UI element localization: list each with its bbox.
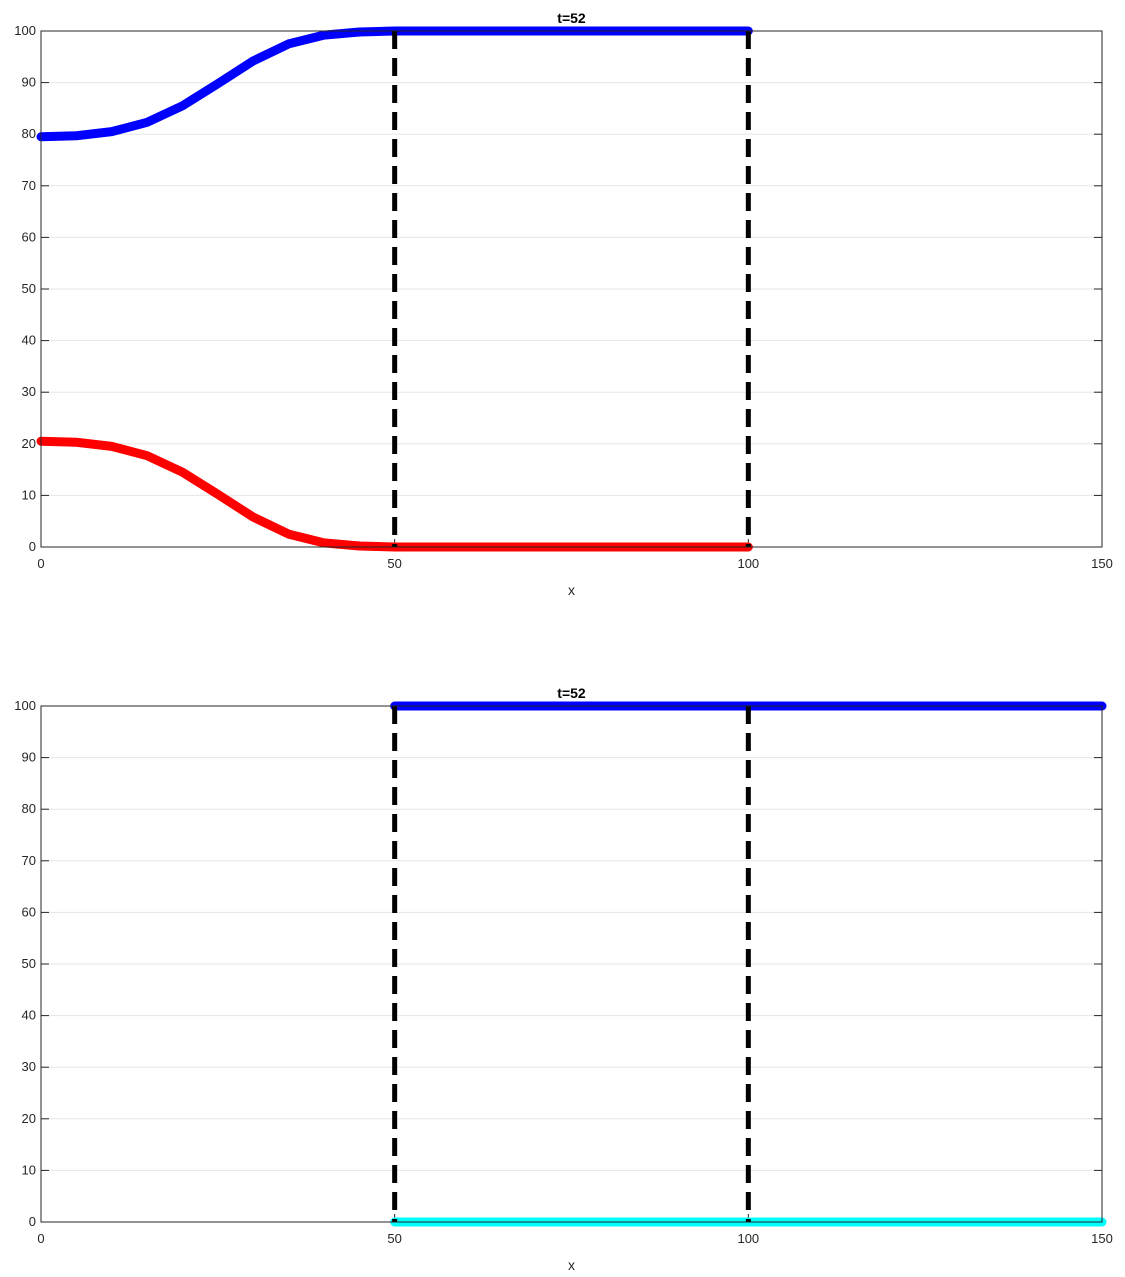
bottom-chart-panel: 0 10 20 30 40 50 60 70 80 90 100 0 50 100 150 t=52 x bbox=[14, 685, 1113, 1273]
y-tick-label: 10 bbox=[22, 1162, 36, 1177]
y-tick-label: 50 bbox=[22, 956, 36, 971]
y-tick-label: 70 bbox=[22, 178, 36, 193]
x-axis-label: x bbox=[568, 1257, 575, 1273]
y-tick-label: 60 bbox=[22, 229, 36, 244]
y-tick-label: 80 bbox=[22, 126, 36, 141]
chart-title: t=52 bbox=[557, 10, 586, 26]
y-tick-label: 60 bbox=[22, 904, 36, 919]
y-tick-label: 100 bbox=[14, 23, 36, 38]
axes-box bbox=[40, 30, 1103, 548]
y-tick-label: 20 bbox=[22, 436, 36, 451]
x-tick-label: 100 bbox=[737, 1231, 759, 1246]
y-tick-label: 90 bbox=[22, 750, 36, 765]
y-tick-label: 0 bbox=[29, 539, 36, 554]
y-tick-label: 80 bbox=[22, 801, 36, 816]
chart-title: t=52 bbox=[557, 685, 586, 701]
y-tick-label: 90 bbox=[22, 75, 36, 90]
y-tick-label: 30 bbox=[22, 1059, 36, 1074]
x-tick-label: 50 bbox=[387, 556, 401, 571]
y-tick-label: 70 bbox=[22, 853, 36, 868]
top-chart-panel: 0 10 20 30 40 50 60 70 80 90 100 0 50 100 150 t=52 x bbox=[14, 10, 1113, 598]
x-tick-label: 0 bbox=[37, 556, 44, 571]
x-tick-label: 0 bbox=[37, 1231, 44, 1246]
y-tick-label: 0 bbox=[29, 1214, 36, 1229]
y-tick-label: 10 bbox=[22, 487, 36, 502]
x-tick-label: 50 bbox=[387, 1231, 401, 1246]
y-tick-label: 30 bbox=[22, 384, 36, 399]
x-axis-label: x bbox=[568, 582, 575, 598]
y-tick-label: 50 bbox=[22, 281, 36, 296]
axes-box bbox=[40, 705, 1103, 1223]
y-tick-label: 100 bbox=[14, 698, 36, 713]
x-tick-label: 150 bbox=[1091, 556, 1113, 571]
x-tick-label: 100 bbox=[737, 556, 759, 571]
y-tick-label: 40 bbox=[22, 1008, 36, 1023]
y-tick-label: 40 bbox=[22, 333, 36, 348]
x-tick-label: 150 bbox=[1091, 1231, 1113, 1246]
y-tick-label: 20 bbox=[22, 1111, 36, 1126]
